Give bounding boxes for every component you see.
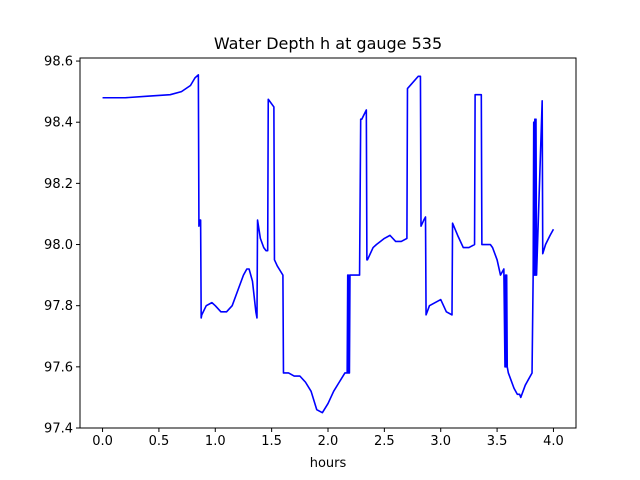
y-axis-ticks: 97.4 97.6 97.8 98.0 98.2 98.4 98.6 xyxy=(44,55,80,437)
x-tick-label: 0.0 xyxy=(92,434,113,449)
y-tick-label: 97.6 xyxy=(44,360,73,375)
x-tick-label: 2.0 xyxy=(318,434,339,449)
x-tick-label: 4.0 xyxy=(543,434,564,449)
chart-title: Water Depth h at gauge 535 xyxy=(214,34,442,53)
series-line xyxy=(102,74,555,414)
y-tick-label: 97.4 xyxy=(44,422,73,437)
x-tick-label: 0.5 xyxy=(149,434,170,449)
series-layer xyxy=(102,74,555,414)
x-tick-label: 1.0 xyxy=(205,434,226,449)
x-axis-ticks: 0.0 0.5 1.0 1.5 2.0 2.5 3.0 3.5 4.0 xyxy=(92,428,564,449)
y-tick-label: 97.8 xyxy=(44,299,73,314)
y-tick-label: 98.6 xyxy=(44,55,73,70)
y-tick-label: 98.4 xyxy=(44,116,73,131)
x-tick-label: 1.5 xyxy=(261,434,282,449)
y-tick-label: 98.2 xyxy=(44,177,73,192)
x-tick-label: 3.5 xyxy=(487,434,508,449)
x-tick-label: 3.0 xyxy=(430,434,451,449)
x-axis-label: hours xyxy=(310,456,347,471)
x-tick-label: 2.5 xyxy=(374,434,395,449)
plot-area xyxy=(80,58,576,428)
y-tick-label: 98.0 xyxy=(44,238,73,253)
